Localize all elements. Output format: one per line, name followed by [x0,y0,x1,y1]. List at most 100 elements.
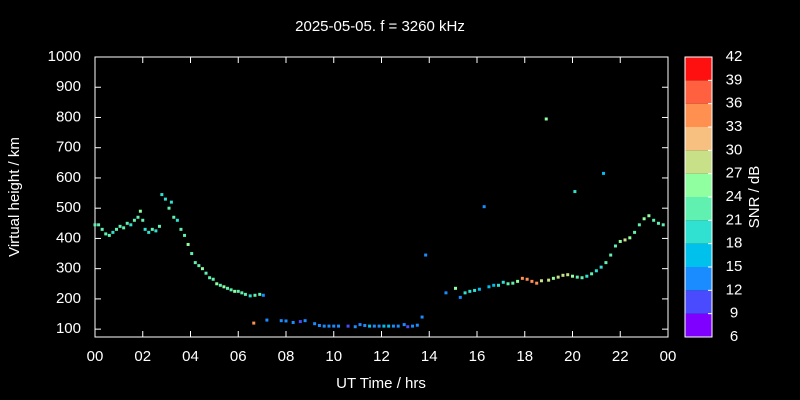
point [628,236,632,240]
point [265,318,269,322]
point [487,285,491,289]
point [566,273,570,277]
point [303,319,307,323]
colorbar-tick-label: 27 [726,165,743,182]
point [656,221,660,225]
point [391,324,395,328]
point [200,267,204,271]
point [652,218,656,222]
point [415,323,419,327]
point [363,324,367,328]
point [279,319,283,323]
y-tick-label: 100 [56,320,81,337]
point [353,325,357,329]
colorbar-band [685,80,712,104]
point [208,276,212,280]
colorbar-tick-label: 39 [726,71,743,88]
x-axis-label: UT Time / hrs [336,375,426,392]
x-tick-label: 02 [134,348,151,365]
point [111,230,115,234]
point [243,292,247,296]
colorbar-tick-label: 21 [726,211,743,228]
colorbar-tick-label: 9 [730,305,738,322]
colorbar-tick-label: 30 [726,141,743,158]
point [602,171,606,175]
point [179,227,183,231]
point [539,279,543,283]
x-tick-label: 00 [87,348,104,365]
point [535,281,539,285]
point [368,324,372,328]
colorbar-tick-label: 42 [726,48,743,65]
y-tick-label: 900 [56,78,81,95]
point [118,224,122,228]
x-tick-label: 04 [182,348,199,365]
point [186,242,190,246]
colorbar-tick-label: 24 [726,188,743,205]
point [544,117,548,121]
colorbar-tick-label: 12 [726,281,743,298]
y-tick-label: 200 [56,290,81,307]
colorbar-band [685,150,712,174]
colorbar-tick-label: 36 [726,95,743,112]
point [236,289,240,293]
point [163,197,167,201]
point [253,293,257,297]
point [573,190,577,194]
point [506,282,510,286]
point [190,252,194,256]
point [516,279,520,283]
point [346,324,350,328]
point [248,294,252,298]
point [496,283,500,287]
x-tick-label: 06 [230,348,247,365]
point [642,217,646,221]
point [125,221,129,225]
point [387,324,391,328]
y-tick-label: 600 [56,169,81,186]
point [261,293,265,297]
point [637,223,641,227]
point [454,286,458,290]
colorbar-band [685,197,712,221]
point [291,320,295,324]
point [154,229,158,233]
x-tick-label: 20 [564,348,581,365]
x-tick-label: 16 [469,348,486,365]
point [551,276,555,280]
colorbar-band [685,243,712,267]
x-tick-label: 10 [325,348,342,365]
point [377,324,381,328]
point [222,285,226,289]
point [337,324,341,328]
colorbar-tick-label: 18 [726,235,743,252]
point [122,226,126,230]
colorbar-tick-label: 33 [726,118,743,135]
point [229,288,233,292]
colorbar-band [685,57,712,81]
point [633,230,637,234]
point [444,291,448,295]
point [143,227,147,231]
y-tick-label: 1000 [48,48,81,65]
point [501,280,505,284]
point [372,324,376,328]
colorbar-band [685,313,712,337]
point [226,286,230,290]
point [284,319,288,323]
x-tick-label: 14 [421,348,438,365]
point [218,283,222,287]
point [599,265,603,269]
point [157,224,161,228]
point [473,288,477,292]
colorbar-band [685,267,712,291]
point [575,275,579,279]
point [604,261,608,265]
point [197,264,201,268]
point [100,227,104,231]
point [406,325,410,329]
point [609,253,613,257]
colorbar-band [685,290,712,314]
x-tick-label: 12 [373,348,390,365]
